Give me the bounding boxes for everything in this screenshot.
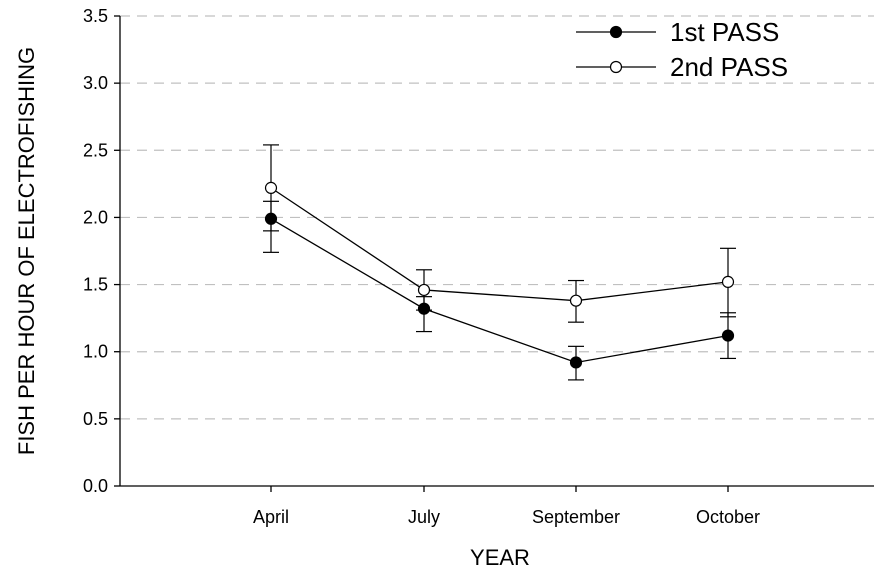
data-point (569, 356, 583, 369)
data-point (569, 294, 583, 307)
x-tick-label: September (532, 507, 620, 527)
x-tick-label: April (253, 507, 289, 527)
data-point (721, 275, 735, 288)
gridlines (120, 15, 874, 420)
y-tick-label: 3.0 (83, 73, 108, 93)
y-axis-title: FISH PER HOUR OF ELECTROFISHING (14, 47, 39, 455)
y-tick-label: 2.5 (83, 140, 108, 160)
x-tick-label: October (696, 507, 760, 527)
series (263, 144, 736, 381)
axes (119, 16, 874, 487)
series-line (270, 218, 729, 364)
y-tick-label: 3.5 (83, 6, 108, 26)
y-ticks: 0.0 0.5 1.0 1.5 2.0 2.5 3.0 3.5 (83, 6, 120, 496)
x-tick-label: July (408, 507, 440, 527)
y-tick-label: 0.0 (83, 476, 108, 496)
legend-label-2nd-pass: 2nd PASS (670, 52, 788, 82)
x-axis-title: YEAR (470, 545, 530, 570)
legend-item-2nd-pass: 2nd PASS (576, 52, 788, 82)
series-line (270, 187, 729, 302)
y-tick-label: 0.5 (83, 409, 108, 429)
series-filled-circle (263, 200, 736, 381)
series-open-circle (263, 144, 736, 323)
x-ticks: April July September October (253, 486, 760, 527)
legend-label-1st-pass: 1st PASS (670, 17, 779, 47)
data-point (721, 329, 735, 342)
y-tick-label: 1.0 (83, 342, 108, 362)
legend-marker-open-circle (609, 60, 623, 74)
legend: 1st PASS 2nd PASS (576, 17, 788, 82)
data-point (264, 181, 278, 194)
y-tick-label: 2.0 (83, 207, 108, 227)
legend-marker-filled-circle (609, 25, 623, 39)
data-point (417, 283, 431, 297)
legend-item-1st-pass: 1st PASS (576, 17, 779, 47)
y-tick-label: 1.5 (83, 275, 108, 295)
